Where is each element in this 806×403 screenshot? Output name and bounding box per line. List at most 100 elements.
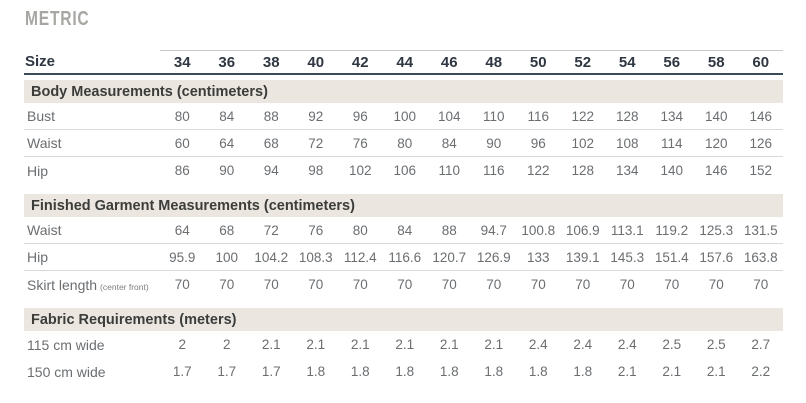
- value-cell: 108.3: [298, 249, 333, 265]
- size-table: Size 34 36 38 40 42 44 46 48 50 52 54 56 58 60 Body M…: [24, 50, 783, 385]
- size-header-cell: 46: [427, 50, 472, 73]
- value-cell: 60: [174, 135, 190, 151]
- value-cell: 2.4: [573, 337, 593, 352]
- table-row: 115 cm wide 2 2 2.1 2.1 2.1 2.1 2.1 2.1 2.4 2.4 2.4…: [24, 331, 783, 358]
- value-cell: 68: [219, 222, 235, 238]
- value-cell: 134: [660, 108, 684, 124]
- value-cell: 120: [704, 135, 728, 151]
- value-cell: 2: [222, 337, 231, 352]
- value-cell: 70: [664, 277, 680, 292]
- size-header-label: Size: [25, 53, 56, 70]
- row-label: Skirt length: [27, 276, 98, 293]
- table-row: Hip 95.9 100 104.2 108.3 112.4 116.6 120.7 126.9…: [24, 244, 783, 271]
- value-cell: 125.3: [699, 222, 734, 238]
- value-cell: 116.6: [388, 249, 422, 265]
- row-label-cell: Hip: [24, 163, 160, 179]
- value-cell: 102: [571, 135, 595, 151]
- value-cell: 1.8: [306, 364, 326, 379]
- size-header-cell: 44: [382, 50, 427, 73]
- value-cell: 70: [263, 277, 279, 292]
- value-cell: 70: [486, 277, 502, 292]
- row-label: 150 cm wide: [27, 363, 106, 380]
- value-cell: 120.7: [432, 249, 467, 265]
- value-cell: 94: [263, 163, 279, 178]
- value-cell: 84: [219, 108, 235, 124]
- value-cell: 80: [397, 135, 413, 151]
- value-cell: 70: [352, 277, 368, 292]
- value-cell: 110: [482, 108, 505, 124]
- value-cell: 92: [308, 108, 324, 124]
- value-cell: 1.8: [395, 364, 415, 379]
- value-cell: 122: [571, 108, 595, 124]
- value-cell: 72: [263, 222, 279, 238]
- value-cell: 157.6: [699, 249, 734, 265]
- value-cell: 98: [308, 163, 324, 178]
- value-cell: 126.9: [476, 249, 511, 265]
- value-cell: 88: [441, 222, 457, 238]
- value-cell: 1.8: [439, 364, 459, 379]
- value-cell: 76: [308, 222, 324, 238]
- section-heading: Body Measurements (centimeters): [24, 80, 783, 103]
- value-cell: 94.7: [480, 222, 507, 238]
- table-row: Waist 64 68 72 76 80 84 88 94.7 100.8 106.9 113.1 11…: [24, 217, 783, 244]
- value-cell: 110: [438, 163, 461, 178]
- value-cell: 116: [482, 163, 505, 178]
- row-label-cell: 115 cm wide: [24, 337, 160, 353]
- table-row: Hip 86 90 94 98 102 106 110 116 122 128 134 140 146 15…: [24, 157, 783, 184]
- value-cell: 64: [174, 222, 190, 238]
- value-cell: 146: [704, 163, 728, 178]
- size-header-cell: 34: [160, 50, 205, 73]
- value-cell: 104: [437, 108, 461, 124]
- value-cell: 70: [753, 277, 769, 292]
- row-label-cell: Waist: [24, 222, 160, 238]
- table-row: 150 cm wide 1.7 1.7 1.7 1.8 1.8 1.8 1.8 1.8 1.8 1.…: [24, 358, 783, 385]
- value-cell: 122: [526, 163, 550, 178]
- size-header-cell: 54: [605, 50, 650, 73]
- value-cell: 64: [219, 135, 235, 151]
- value-cell: 146: [749, 108, 773, 124]
- value-cell: 1.7: [261, 364, 281, 379]
- value-cell: 133: [526, 249, 550, 265]
- value-cell: 106.9: [565, 222, 600, 238]
- size-header-cell: 56: [649, 50, 694, 73]
- value-cell: 95.9: [169, 249, 196, 265]
- value-cell: 84: [441, 135, 457, 151]
- value-cell: 70: [575, 277, 591, 292]
- value-cell: 1.7: [217, 364, 237, 379]
- value-cell: 80: [174, 108, 190, 124]
- value-cell: 2.1: [395, 337, 415, 352]
- value-cell: 152: [749, 163, 773, 178]
- value-cell: 139.1: [565, 249, 600, 265]
- value-cell: 70: [174, 277, 190, 292]
- value-cell: 2.1: [706, 364, 726, 379]
- row-label-cell: Hip: [24, 249, 160, 265]
- row-label: Hip: [27, 249, 49, 265]
- row-label-note: (center front): [100, 281, 149, 292]
- row-label: 115 cm wide: [27, 336, 105, 353]
- value-cell: 96: [530, 135, 546, 151]
- value-cell: 128: [615, 108, 639, 124]
- row-label: Waist: [27, 135, 62, 151]
- value-cell: 140: [660, 163, 684, 178]
- value-cell: 116: [527, 108, 550, 124]
- size-header-cell: 38: [249, 50, 294, 73]
- value-cell: 151.4: [654, 249, 689, 265]
- value-cell: 163.8: [743, 249, 778, 265]
- size-header-row: Size 34 36 38 40 42 44 46 48 50 52 54 56 58 60: [24, 50, 783, 75]
- value-cell: 2.1: [662, 364, 682, 379]
- row-label-cell: 150 cm wide: [24, 364, 160, 380]
- value-cell: 100: [215, 249, 239, 265]
- table-row: Waist 60 64 68 72 76 80 84 90 96 102 108 114 120 126: [24, 130, 783, 157]
- value-cell: 2: [178, 337, 186, 352]
- value-cell: 2.1: [350, 337, 370, 352]
- value-cell: 128: [571, 163, 595, 178]
- size-header-cell: 52: [560, 50, 605, 73]
- value-cell: 70: [397, 277, 413, 292]
- value-cell: 119.2: [655, 222, 689, 238]
- value-cell: 106: [393, 163, 417, 178]
- value-cell: 2.1: [484, 337, 504, 352]
- page-title: METRIC: [25, 8, 90, 30]
- size-header-cell: 42: [338, 50, 383, 73]
- value-cell: 88: [263, 108, 279, 124]
- value-cell: 70: [308, 277, 324, 292]
